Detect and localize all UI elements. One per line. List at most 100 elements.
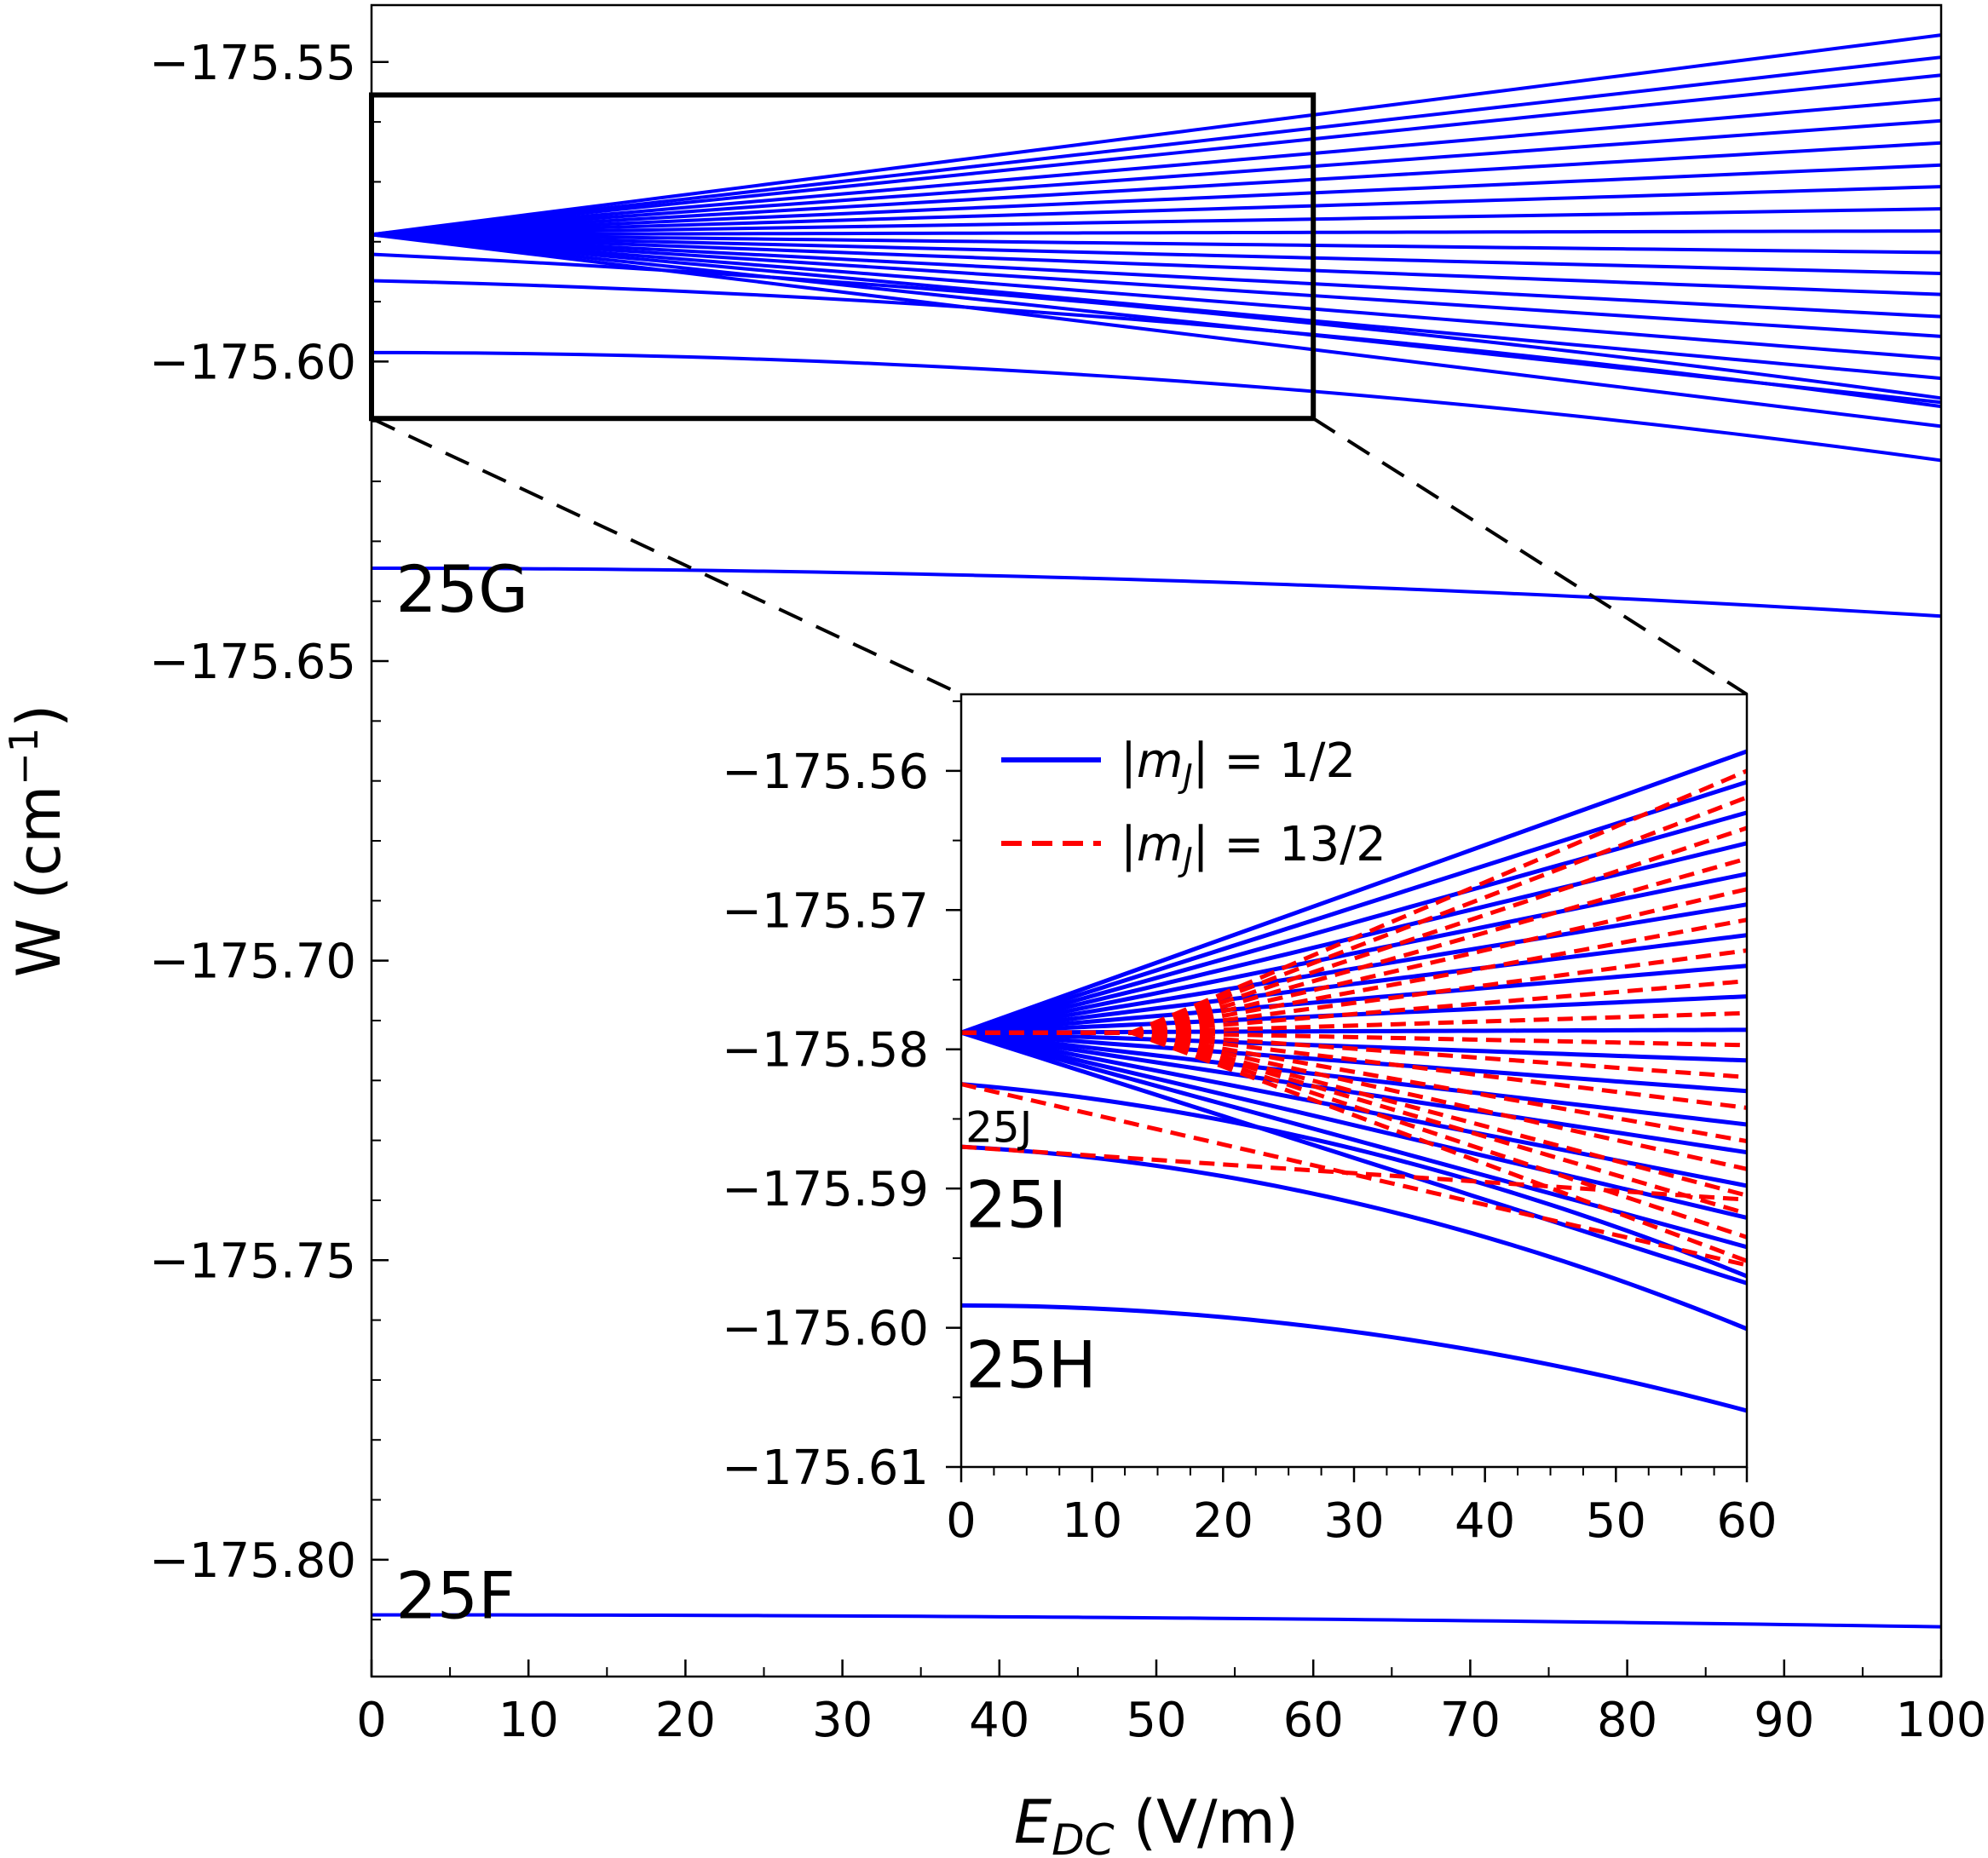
inset-x-tick-label: 50: [1586, 1493, 1646, 1549]
inset-red-series-r-13: [961, 917, 1747, 1035]
main-series-fan-5: [371, 233, 1942, 338]
inset-red-series-r-1: [961, 1030, 1747, 1263]
inset-blue-series-fan-11: [961, 964, 1747, 1035]
inset-y-tick-label: −175.60: [722, 1302, 929, 1357]
inset-manifold-label-25H: 25H: [965, 1326, 1097, 1402]
inset-blue-series-25J: [961, 1082, 1747, 1279]
manifold-label-25F: 25F: [395, 1558, 515, 1634]
inset-x-tick-label: 20: [1193, 1493, 1253, 1549]
main-series-fan-2: [371, 233, 1942, 405]
main-series-fan-9: [371, 233, 1942, 255]
main-y-tick-label: −175.70: [149, 935, 356, 990]
main-x-tick-label: 60: [1283, 1693, 1344, 1748]
main-x-tick-label: 10: [498, 1693, 559, 1748]
main-series-fan-6: [371, 233, 1942, 319]
inset-red-series-25J-13/2: [961, 1082, 1747, 1268]
legend-label-0: |mJ| = 1/2: [1121, 733, 1356, 795]
inset-red-series-r-17: [961, 795, 1747, 1035]
main-plot: 0 10 20 30 40 50 60 70 80 90 100−175.55−175.60−175…: [1, 3, 1987, 1858]
main-x-axis-label: EDC (V/m): [1014, 1787, 1299, 1858]
manifold-label-25G: 25G: [395, 551, 528, 627]
zoom-connectors: [371, 417, 1749, 696]
inset-y-tick-label: −175.57: [722, 883, 929, 939]
inset-blue-series-fan-17: [961, 779, 1747, 1035]
main-series-fan-11: [371, 207, 1942, 237]
inset-y-tick-label: −175.56: [722, 745, 929, 800]
main-series-25I: [371, 279, 1942, 409]
main-series-fan-1: [371, 233, 1942, 429]
main-series-25J: [371, 252, 1942, 400]
main-series-fan-13: [371, 163, 1942, 237]
inset-blue-series-fan-3: [961, 1030, 1747, 1220]
inset-red-series-r-9: [961, 1030, 1747, 1048]
inset-red-series-r-14: [961, 887, 1747, 1035]
main-y-tick-label: −175.75: [149, 1234, 356, 1289]
inset-red-series-r-18: [961, 768, 1747, 1035]
main-series-fan-19: [371, 33, 1942, 237]
inset-blue-series-fan-13: [961, 902, 1747, 1035]
main-y-tick-label: −175.65: [149, 635, 356, 690]
main-series-fan-18: [371, 55, 1942, 237]
inset-blue-series-fan-12: [961, 933, 1747, 1035]
inset-red-series-r-3: [961, 1030, 1747, 1216]
inset-red-series-r-10: [961, 1010, 1747, 1035]
main-series-fan-8: [371, 233, 1942, 276]
inset-x-tick-label: 40: [1455, 1493, 1515, 1549]
main-y-tick-label: −175.55: [149, 36, 356, 91]
inset-red-series-r-2: [961, 1030, 1747, 1240]
inset-red-series-r-11: [961, 979, 1747, 1035]
main-series-fan-10: [371, 229, 1942, 237]
main-series-fan-14: [371, 141, 1942, 237]
zoom-box: [369, 92, 1317, 422]
inset-red-series-r-5: [961, 1030, 1747, 1171]
main-series-25H: [371, 350, 1942, 463]
main-x-tick-label: 0: [356, 1693, 387, 1748]
inset-x-tick-label: 10: [1062, 1493, 1122, 1549]
main-series-fan-16: [371, 97, 1942, 237]
main-x-tick-label: 100: [1896, 1693, 1987, 1748]
main-series-fan-4: [371, 233, 1942, 360]
inset-red-series-r-4: [961, 1030, 1747, 1198]
inset-plot: 0 10 20 30 40 50 60 −175.56 −175.57 −175.58 −175.5…: [722, 693, 1778, 1549]
inset-blue-series-fan-6: [961, 1030, 1747, 1127]
inset-blue-series-fan-16: [961, 810, 1747, 1035]
inset-red-series-r-8: [961, 1030, 1747, 1079]
main-series-25F: [372, 1613, 1942, 1629]
inset-blue-series-fan-9: [961, 1027, 1747, 1035]
inset-x-tick-label: 60: [1716, 1493, 1777, 1549]
main-x-tick-label: 90: [1754, 1693, 1814, 1748]
main-series-fan-3: [371, 233, 1942, 381]
inset-red-series-r-7: [961, 1030, 1747, 1110]
inset-blue-series-fan-8: [961, 1030, 1747, 1063]
legend-label-1: |mJ| = 13/2: [1121, 817, 1386, 878]
inset-x-tick-label: 30: [1323, 1493, 1384, 1549]
inset-red-series-25I-13/2: [961, 1144, 1747, 1202]
inset-blue-series-fan-5: [961, 1030, 1747, 1155]
main-x-tick-label: 40: [969, 1693, 1029, 1748]
main-x-tick-label: 50: [1126, 1693, 1186, 1748]
main-x-tick-label: 70: [1440, 1693, 1501, 1748]
main-x-tick-label: 20: [655, 1693, 716, 1748]
main-y-axis-label: W (cm−1): [1, 705, 74, 978]
inset-blue-series-fan-1: [961, 1030, 1747, 1286]
inset-curves: [961, 749, 1747, 1413]
inset-manifold-label-25I: 25I: [965, 1166, 1067, 1242]
main-y-tick-label: −175.60: [149, 335, 356, 390]
main-series-fan-17: [371, 73, 1942, 237]
inset-red-series-r-16: [961, 825, 1747, 1035]
zoom-connector-left: [371, 417, 962, 696]
inset-y-tick-label: −175.58: [722, 1023, 929, 1079]
inset-red-series-r-15: [961, 856, 1747, 1035]
inset-blue-series-fan-2: [961, 1030, 1747, 1250]
inset-y-tick-label: −175.59: [722, 1162, 929, 1217]
main-series-fan-12: [371, 185, 1942, 237]
main-series-25G: [371, 567, 1942, 618]
inset-red-series-r-6: [961, 1030, 1747, 1144]
inset-manifold-label-25J: 25J: [965, 1103, 1032, 1153]
inset-blue-series-fan-14: [961, 871, 1747, 1035]
inset-red-series-r-12: [961, 948, 1747, 1035]
main-x-tick-label: 80: [1597, 1693, 1657, 1748]
inset-x-tick-label: 0: [946, 1493, 977, 1549]
main-series-fan-7: [371, 233, 1942, 296]
